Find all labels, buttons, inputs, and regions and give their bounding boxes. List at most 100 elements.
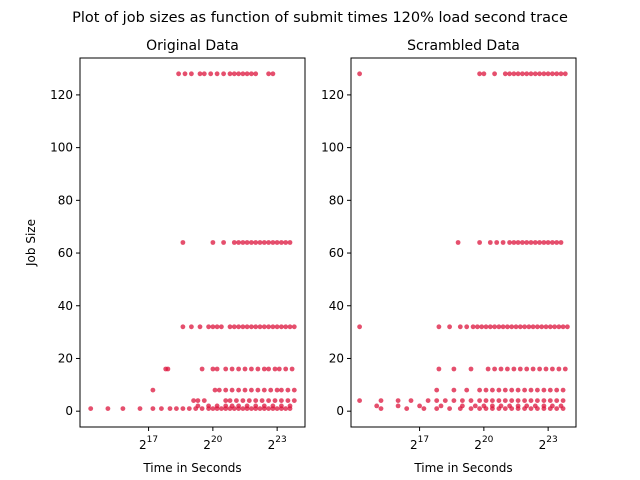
data-point	[253, 71, 259, 77]
data-point	[451, 366, 457, 372]
data-point	[231, 71, 237, 77]
data-point	[210, 406, 216, 411]
data-point	[496, 324, 502, 330]
data-point	[451, 398, 457, 403]
data-point	[483, 324, 489, 330]
data-point	[283, 366, 289, 372]
data-point	[291, 324, 297, 330]
x-tick-label: 223	[268, 435, 287, 452]
data-point	[274, 240, 280, 245]
data-point	[240, 324, 246, 330]
data-point	[442, 398, 448, 403]
data-point	[515, 406, 521, 411]
data-point	[182, 71, 188, 77]
scatter-points	[88, 71, 297, 411]
data-point	[105, 406, 111, 411]
data-point	[240, 406, 246, 411]
y-axis-label: Job Size	[24, 219, 38, 267]
data-point	[490, 387, 495, 393]
data-point	[137, 406, 143, 411]
data-point	[541, 406, 547, 411]
data-point	[266, 406, 271, 411]
data-point	[199, 406, 205, 411]
data-point	[535, 398, 540, 403]
data-point	[477, 406, 482, 411]
data-point	[530, 324, 536, 330]
data-point	[279, 324, 284, 330]
data-point	[477, 398, 482, 403]
data-point	[560, 398, 566, 403]
data-point	[214, 71, 220, 77]
x-tick-label: 223	[539, 435, 558, 452]
data-point	[242, 387, 248, 393]
data-point	[270, 406, 276, 411]
data-point	[502, 406, 508, 411]
data-point	[276, 366, 282, 372]
data-point	[472, 403, 478, 409]
data-point	[180, 324, 186, 330]
data-point	[545, 240, 551, 245]
data-point	[408, 398, 414, 403]
y-tick-label: 40	[58, 299, 73, 313]
data-point	[272, 398, 278, 403]
data-point	[289, 366, 295, 372]
data-point	[231, 324, 237, 330]
data-point	[270, 324, 276, 330]
data-point	[507, 71, 512, 77]
y-tick-label: 120	[321, 88, 344, 102]
data-point	[223, 366, 229, 372]
data-point	[502, 398, 508, 403]
data-point	[261, 240, 267, 245]
data-point	[404, 406, 410, 411]
data-point	[434, 387, 440, 393]
data-point	[438, 403, 444, 409]
data-point	[378, 398, 384, 403]
data-point	[477, 240, 482, 245]
data-point	[468, 366, 474, 372]
data-point	[357, 71, 362, 77]
data-point	[186, 406, 192, 411]
data-point	[509, 387, 515, 393]
data-point	[547, 387, 553, 393]
data-point	[460, 398, 465, 403]
data-point	[266, 324, 271, 330]
data-point	[268, 387, 274, 393]
data-point	[285, 398, 291, 403]
data-point	[515, 387, 521, 393]
data-point	[244, 324, 250, 330]
data-point	[487, 324, 493, 330]
data-point	[535, 324, 540, 330]
data-point	[261, 406, 267, 411]
data-point	[120, 406, 126, 411]
data-point	[249, 387, 254, 393]
data-point	[357, 398, 362, 403]
subplot-title: Scrambled Data	[407, 38, 520, 54]
scatter-points	[357, 71, 570, 411]
data-point	[526, 324, 532, 330]
data-point	[279, 240, 284, 245]
data-point	[210, 366, 216, 372]
data-point	[227, 324, 233, 330]
data-point	[244, 240, 250, 245]
data-point	[244, 71, 250, 77]
data-point	[490, 398, 495, 403]
data-point	[150, 406, 156, 411]
data-point	[176, 71, 182, 77]
y-tick-label: 100	[50, 141, 73, 155]
data-point	[236, 71, 242, 77]
data-point	[517, 324, 523, 330]
data-point	[528, 406, 534, 411]
data-point	[483, 406, 489, 411]
data-point	[500, 324, 506, 330]
data-point	[524, 366, 530, 372]
data-point	[374, 403, 380, 409]
data-point	[223, 406, 229, 411]
data-point	[537, 366, 542, 372]
data-point	[552, 324, 557, 330]
data-point	[530, 366, 536, 372]
data-point	[509, 406, 515, 411]
data-point	[468, 406, 474, 411]
data-point	[434, 406, 440, 411]
data-point	[492, 324, 497, 330]
data-point	[436, 366, 442, 372]
